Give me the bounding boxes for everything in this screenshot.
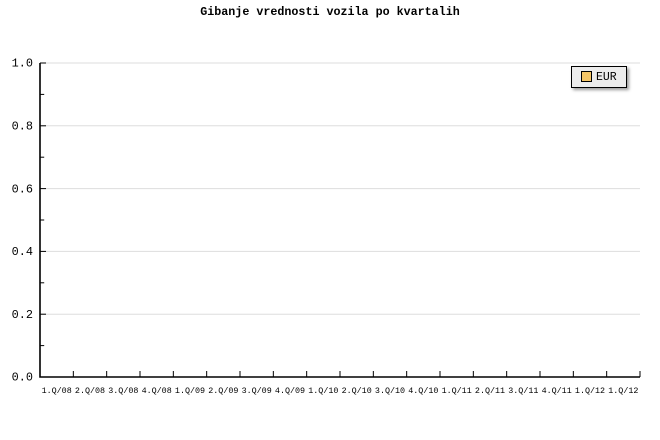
svg-text:0.4: 0.4 xyxy=(12,245,33,259)
svg-text:0.2: 0.2 xyxy=(12,308,33,322)
svg-text:1.Q/12: 1.Q/12 xyxy=(608,386,638,396)
svg-text:2.Q/11: 2.Q/11 xyxy=(475,386,505,396)
svg-text:1.Q/11: 1.Q/11 xyxy=(442,386,472,396)
svg-text:4.Q/09: 4.Q/09 xyxy=(275,386,305,396)
svg-text:2.Q/08: 2.Q/08 xyxy=(75,386,105,396)
svg-text:1.Q/08: 1.Q/08 xyxy=(42,386,72,396)
svg-text:1.Q/12: 1.Q/12 xyxy=(575,386,605,396)
svg-text:2.Q/10: 2.Q/10 xyxy=(342,386,372,396)
svg-text:0.0: 0.0 xyxy=(12,371,33,385)
svg-text:3.Q/11: 3.Q/11 xyxy=(508,386,538,396)
svg-text:0.8: 0.8 xyxy=(12,120,33,134)
svg-text:3.Q/09: 3.Q/09 xyxy=(242,386,272,396)
svg-text:3.Q/08: 3.Q/08 xyxy=(108,386,138,396)
svg-text:1.Q/09: 1.Q/09 xyxy=(175,386,205,396)
svg-text:3.Q/10: 3.Q/10 xyxy=(375,386,405,396)
svg-text:4.Q/08: 4.Q/08 xyxy=(142,386,172,396)
svg-text:1.0: 1.0 xyxy=(12,57,33,71)
svg-text:2.Q/09: 2.Q/09 xyxy=(208,386,238,396)
svg-text:1.Q/10: 1.Q/10 xyxy=(308,386,338,396)
svg-text:4.Q/10: 4.Q/10 xyxy=(408,386,438,396)
svg-text:4.Q/11: 4.Q/11 xyxy=(542,386,572,396)
svg-text:0.6: 0.6 xyxy=(12,182,33,196)
